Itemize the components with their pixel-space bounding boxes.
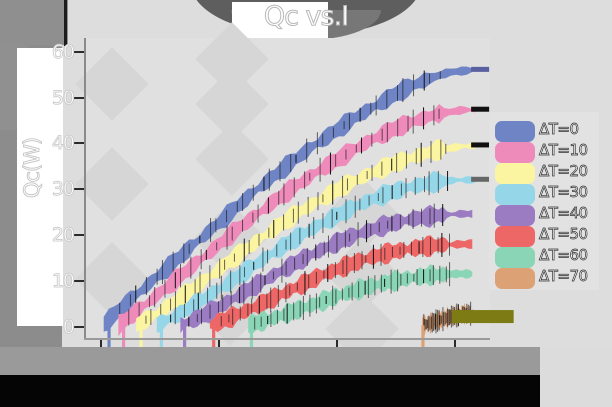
- series-band: [180, 203, 473, 350]
- y-tick: [74, 142, 84, 145]
- legend-label: ΔT=10: [539, 141, 589, 160]
- x-tick: [99, 340, 102, 349]
- y-tick: [74, 96, 84, 99]
- vertical-rule: [64, 0, 67, 46]
- legend-item[interactable]: ΔT=30: [495, 183, 595, 205]
- legend-swatch: [495, 268, 535, 289]
- legend-swatch: [495, 205, 535, 226]
- y-axis-line: [84, 38, 86, 340]
- y-axis-title: Qc(W): [20, 137, 45, 199]
- series-band: [136, 139, 476, 350]
- series-end-cap: [471, 106, 490, 112]
- legend-swatch: [495, 121, 535, 142]
- y-tick-label: 40: [51, 132, 75, 155]
- y-tick-label: 10: [51, 269, 75, 292]
- bottom-gray-band: [0, 347, 612, 377]
- bottom-black-band: [0, 375, 612, 407]
- y-tick-label: 30: [51, 178, 75, 201]
- series-band: [103, 66, 473, 350]
- legend-swatch: [495, 226, 535, 247]
- legend-swatch: [495, 142, 535, 163]
- y-tick-label: 0: [62, 315, 76, 338]
- y-tick-label: 20: [51, 223, 75, 247]
- x-tick: [335, 340, 338, 349]
- legend-item[interactable]: ΔT=40: [495, 204, 595, 226]
- y-axis-panel: [17, 48, 63, 326]
- legend-item[interactable]: ΔT=10: [495, 141, 595, 163]
- legend-label: ΔT=60: [539, 246, 589, 265]
- series-end-cap: [471, 176, 490, 182]
- legend-label: ΔT=20: [539, 162, 589, 181]
- legend[interactable]: ΔT=0 ΔT=10 ΔT=20 ΔT=30 ΔT=40 ΔT=50 ΔT=60 ΔT=70: [489, 112, 599, 290]
- legend-label: ΔT=70: [539, 267, 589, 286]
- legend-swatch: [495, 184, 535, 205]
- chart-title: Qc vs.I: [263, 1, 349, 33]
- series-band: [118, 104, 476, 350]
- legend-item[interactable]: ΔT=50: [495, 225, 595, 247]
- legend-label: ΔT=50: [539, 225, 589, 244]
- legend-label: ΔT=40: [539, 204, 589, 223]
- data-series-layer: [103, 66, 514, 350]
- series-band: [209, 232, 473, 350]
- x-tick: [217, 340, 220, 349]
- olive-marker: [451, 310, 514, 324]
- legend-item[interactable]: ΔT=20: [495, 162, 595, 184]
- y-tick: [74, 50, 84, 53]
- bottom-right-band: [540, 347, 612, 407]
- plot-area: [75, 22, 514, 366]
- legend-item[interactable]: ΔT=60: [495, 246, 595, 268]
- legend-label: ΔT=30: [539, 183, 589, 202]
- x-tick: [453, 340, 456, 349]
- series-band: [156, 170, 476, 350]
- top-left-band: [0, 0, 68, 45]
- legend-item[interactable]: ΔT=0: [495, 120, 595, 142]
- legend-item[interactable]: ΔT=70: [495, 267, 595, 289]
- legend-swatch: [495, 247, 535, 268]
- title-panel: [232, 2, 328, 38]
- legend-label: ΔT=0: [539, 120, 580, 139]
- series-band: [248, 262, 473, 350]
- y-tick-label: 50: [51, 86, 75, 109]
- y-tick: [74, 325, 84, 328]
- y-tick: [74, 279, 84, 282]
- y-tick: [74, 233, 84, 236]
- series-band: [421, 301, 476, 350]
- x-axis-line: [84, 338, 490, 340]
- legend-swatch: [495, 163, 535, 184]
- series-end-cap: [471, 142, 490, 148]
- y-tick: [74, 188, 84, 191]
- y-tick-label: 60: [51, 40, 75, 63]
- series-end-cap: [471, 66, 490, 72]
